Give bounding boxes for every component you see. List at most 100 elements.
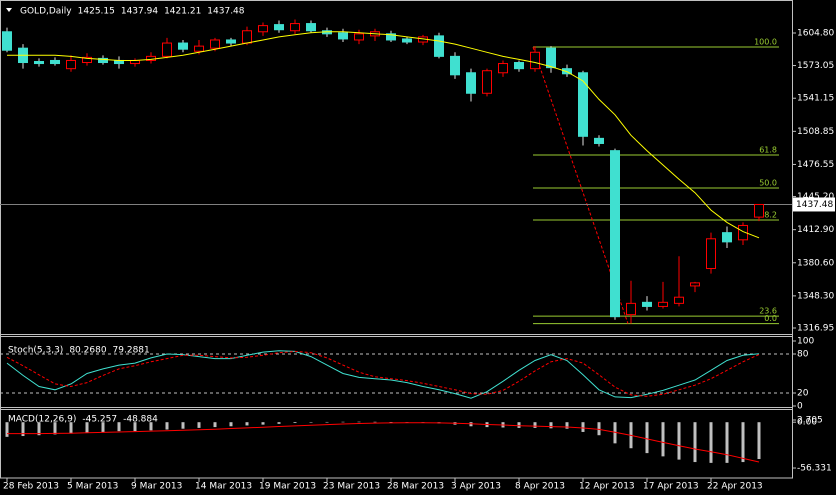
x-tick-label: 19 Mar 2013 [259, 482, 316, 492]
macd-bar [21, 422, 25, 437]
macd-bar [213, 422, 217, 428]
panel-title: Stoch(5,3,3) [8, 346, 63, 356]
macd-bar [245, 422, 249, 426]
panel-title-value: 1437.48 [207, 7, 244, 17]
candle-body [706, 238, 716, 270]
candle-body [402, 38, 412, 43]
y-tick-label: 2.705 [797, 416, 823, 426]
candle-body [546, 47, 556, 69]
x-tick-label: 8 Apr 2013 [515, 482, 565, 492]
panel-title-value: -48.884 [123, 415, 158, 425]
candle-body [306, 23, 316, 32]
macd-bar [597, 422, 601, 436]
y-tick-label: 1604.80 [797, 29, 834, 39]
candle-body [274, 24, 284, 31]
x-tick-label: 17 Apr 2013 [643, 482, 699, 492]
macd-bar [165, 422, 169, 430]
panel-title-value: 79.2881 [113, 346, 150, 356]
candle-body [226, 39, 236, 44]
macd-bar [37, 422, 41, 436]
macd-signal [7, 422, 760, 463]
candle-body [386, 33, 396, 41]
panel-title-value: 1425.15 [78, 7, 115, 17]
candle-body [594, 137, 604, 144]
frame [0, 0, 793, 479]
x-tick-label: 22 Apr 2013 [707, 482, 763, 492]
x-tick-label: 5 Mar 2013 [67, 482, 118, 492]
macd-bar [277, 422, 281, 424]
candle-body [722, 232, 732, 243]
x-tick-label: 3 Apr 2013 [451, 482, 501, 492]
candle-body [34, 60, 44, 65]
candle-body [610, 150, 620, 318]
candle-body [674, 296, 684, 304]
macd-bar [53, 422, 57, 435]
candle-body [466, 72, 476, 94]
fib-label: 100.0 [754, 38, 777, 47]
candle-body [626, 302, 636, 316]
macd-bar [229, 422, 233, 427]
candle-body [498, 63, 508, 74]
candle-body [738, 224, 748, 241]
candle-body [242, 30, 252, 44]
macd-bar [261, 422, 265, 425]
x-tick-label: 12 Apr 2013 [579, 482, 635, 492]
candle-body [290, 23, 300, 32]
candle-body [578, 72, 588, 137]
candle-body [642, 301, 652, 307]
y-tick-label: 1348.30 [797, 291, 834, 301]
macd-bar [197, 422, 201, 428]
macd-bar [757, 422, 761, 460]
y-tick-label: 1573.05 [797, 61, 834, 71]
macd-bar [533, 422, 537, 428]
macd-bar [517, 422, 521, 428]
y-tick-label: 0.00 [797, 418, 817, 428]
panel-title: GOLD,Daily [20, 7, 72, 17]
macd-bar [677, 422, 681, 460]
y-tick-label: 1412.90 [797, 225, 834, 235]
macd-bar [613, 422, 617, 444]
price-box-label: 1437.48 [796, 200, 833, 210]
macd-bar [389, 422, 393, 423]
macd-bar [341, 421, 345, 423]
candle-body [482, 70, 492, 94]
macd-bar [325, 421, 329, 423]
y-tick-label: 1541.15 [797, 94, 834, 104]
y-tick-label: 1476.55 [797, 160, 834, 170]
candle-body [178, 42, 188, 50]
macd-bar [549, 422, 553, 429]
moving-average [7, 31, 760, 239]
x-tick-label: 9 Mar 2013 [131, 482, 182, 492]
macd-bar [709, 422, 713, 463]
y-tick-label: 0 [797, 402, 803, 412]
macd-bar [309, 422, 313, 423]
candle-body [354, 33, 364, 41]
macd-bar [725, 422, 729, 463]
y-tick-label: 1380.60 [797, 258, 834, 268]
macd-bar [5, 422, 9, 437]
fib-label: 50.0 [759, 178, 777, 187]
y-tick-label: -56.331 [797, 464, 832, 474]
macd-bar [133, 422, 137, 432]
y-tick-label: 100 [797, 337, 814, 347]
macd-bar [293, 422, 297, 424]
candle-body [754, 203, 764, 218]
macd-bar [85, 422, 89, 433]
indicator-line [6, 350, 760, 399]
y-tick-label: 1316.95 [797, 324, 834, 334]
fib-label: 0.0 [764, 314, 777, 323]
candle-body [258, 25, 268, 33]
macd-bar [373, 421, 377, 423]
candle-body [66, 59, 76, 70]
price-box [793, 197, 835, 212]
macd-bar [645, 422, 649, 454]
macd-bar [181, 422, 185, 429]
fib-trend [532, 46, 629, 324]
y-tick-label: 1445.20 [797, 192, 834, 202]
candle-body [2, 31, 12, 51]
panel-title-value: 80.2680 [69, 346, 106, 356]
y-tick-label: 20 [797, 389, 809, 399]
candle-body [194, 45, 204, 52]
macd-bar [565, 422, 569, 429]
